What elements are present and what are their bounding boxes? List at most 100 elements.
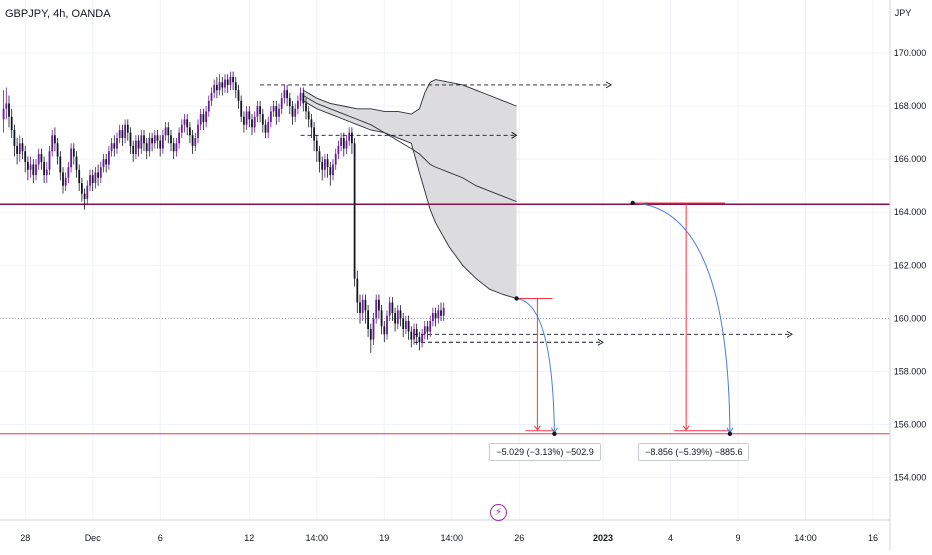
candle-body: [407, 321, 410, 332]
price-axis-unit: JPY: [895, 8, 912, 18]
candle-body: [81, 183, 83, 194]
time-tick-label: 14:00: [441, 533, 464, 543]
candle-body: [415, 328, 418, 337]
candle-body: [75, 156, 78, 170]
measure-arrowhead-1: [533, 425, 541, 431]
candle-body: [18, 143, 21, 154]
candle-body: [318, 151, 321, 162]
candle-body: [64, 177, 67, 186]
candle-body: [86, 185, 89, 199]
candle-body: [280, 98, 283, 109]
candle-body: [421, 334, 423, 343]
candle-body: [5, 103, 8, 109]
candle-body: [288, 98, 291, 107]
candle-body: [440, 310, 442, 316]
candle-body: [24, 151, 27, 162]
candle-body: [191, 135, 194, 146]
candle-body: [16, 145, 18, 154]
candle-body: [178, 132, 180, 144]
candle-body: [159, 140, 162, 149]
candle-body: [297, 100, 299, 109]
candle-body: [216, 84, 218, 91]
candle-body: [35, 164, 37, 176]
candle-body: [113, 143, 116, 149]
candle-body: [294, 108, 297, 117]
candle-body: [388, 302, 391, 316]
candle-body: [129, 132, 132, 146]
candle-body: [248, 111, 251, 120]
forecast-band-area: [303, 79, 517, 299]
candle-body: [429, 321, 432, 332]
candle-body: [140, 135, 143, 149]
candle-body: [186, 119, 189, 128]
candle-body: [380, 310, 383, 327]
candle-body: [164, 127, 167, 136]
candle-body: [218, 82, 221, 91]
events-lightning-icon[interactable]: ⚡: [490, 504, 507, 521]
time-tick-label: 14:00: [306, 533, 329, 543]
candle-body: [383, 326, 386, 335]
candle-body: [394, 313, 396, 324]
candle-body: [135, 140, 137, 154]
candle-body: [202, 114, 205, 123]
candle-body: [108, 151, 110, 165]
candle-body: [67, 167, 70, 178]
price-tick-label: 154.000: [894, 473, 927, 483]
candle-body: [278, 108, 280, 117]
time-tick-label: 16: [868, 533, 878, 543]
time-tick-label: 6: [158, 533, 163, 543]
candle-body: [143, 135, 145, 144]
candle-body: [329, 167, 332, 176]
candle-body: [275, 106, 278, 117]
candle-body: [437, 310, 440, 319]
candle-body: [48, 151, 51, 170]
candle-body: [245, 111, 248, 125]
candle-body: [342, 137, 345, 149]
candle-body: [348, 132, 351, 141]
time-tick-label: 28: [20, 533, 30, 543]
time-tick-label: 19: [379, 533, 389, 543]
candle-body: [378, 299, 380, 311]
candle-body: [172, 143, 175, 152]
candle-body: [97, 172, 99, 178]
candle-body: [402, 318, 405, 329]
candle-body: [156, 135, 159, 141]
dashed-level-arrow-2: [511, 131, 518, 139]
candle-body: [359, 302, 361, 314]
projection-curve-1: [516, 297, 555, 432]
candle-body: [132, 145, 135, 154]
candle-body: [332, 164, 334, 176]
candle-body: [361, 299, 364, 314]
candle-body: [72, 148, 75, 157]
candle-body: [353, 143, 356, 279]
measure-end-dot-1: [552, 431, 557, 436]
candle-body: [180, 124, 183, 133]
candle-body: [148, 137, 151, 152]
forecast-band-upper-line: [303, 79, 517, 115]
candle-body: [270, 111, 272, 123]
candle-body: [299, 92, 302, 101]
candle-body: [251, 119, 253, 128]
candle-body: [199, 114, 202, 125]
candle-body: [315, 140, 318, 152]
candle-body: [334, 153, 337, 165]
candle-body: [291, 106, 294, 117]
candle-body: [310, 119, 313, 128]
candle-body: [89, 175, 91, 186]
candle-body: [229, 76, 232, 85]
candle-body: [153, 135, 156, 144]
time-tick-label: 4: [668, 533, 673, 543]
measurement-label-1: −5.029 (−3.13%) −502.9: [489, 442, 601, 461]
candle-body: [10, 116, 13, 130]
candle-body: [91, 175, 94, 184]
candle-body: [56, 143, 59, 157]
candle-body: [43, 161, 45, 176]
price-tick-label: 156.000: [894, 419, 927, 429]
candle-body: [175, 143, 178, 152]
price-tick-label: 170.000: [894, 48, 927, 58]
candle-body: [2, 108, 5, 120]
candle-body: [78, 169, 81, 184]
candle-body: [102, 159, 105, 168]
